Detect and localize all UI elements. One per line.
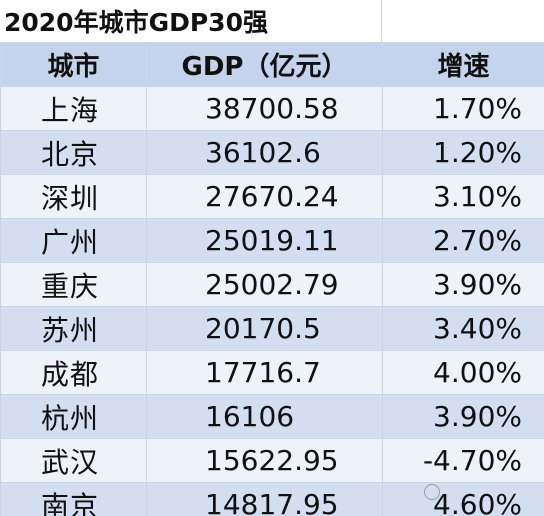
city-cell: 武汉 [0,438,147,483]
table-row: 深圳 27670.24 3.10% [0,174,544,219]
gdp-cell: 20170.5 [146,306,383,351]
header-gdp: GDP（亿元） [146,42,383,87]
gdp-cell: 15622.95 [146,438,383,483]
city-cell: 广州 [0,218,147,263]
city-cell: 重庆 [0,262,147,307]
growth-cell: 3.90% [382,262,544,307]
table-row: 杭州 16106 3.90% [0,394,544,439]
gdp-cell: 36102.6 [146,130,383,175]
table-row: 广州 25019.11 2.70% [0,218,544,263]
gdp-cell: 38700.58 [146,86,383,131]
table-row: 北京 36102.6 1.20% [0,130,544,175]
watermark-logo-icon [424,484,440,500]
title-divider [381,0,382,42]
title-row: 2020年城市GDP30强 [0,0,544,43]
table-title: 2020年城市GDP30强 [4,8,268,37]
gdp-cell: 16106 [146,394,383,439]
city-cell: 南京 [0,482,147,516]
growth-cell: 1.70% [382,86,544,131]
gdp-table: 城市 GDP（亿元） 增速 上海 38700.58 1.70% 北京 36102… [0,42,544,516]
header-city: 城市 [0,42,147,87]
watermark [424,484,443,500]
gdp-cell: 25019.11 [146,218,383,263]
table-row: 重庆 25002.79 3.90% [0,262,544,307]
city-cell: 成都 [0,350,147,395]
table-row: 成都 17716.7 4.00% [0,350,544,395]
city-cell: 杭州 [0,394,147,439]
table-row: 武汉 15622.95 -4.70% [0,438,544,483]
gdp-cell: 25002.79 [146,262,383,307]
header-growth: 增速 [382,42,544,87]
table-row: 上海 38700.58 1.70% [0,86,544,131]
city-cell: 深圳 [0,174,147,219]
city-cell: 苏州 [0,306,147,351]
city-cell: 上海 [0,86,147,131]
growth-cell: 3.40% [382,306,544,351]
table-row: 苏州 20170.5 3.40% [0,306,544,351]
growth-cell: 3.10% [382,174,544,219]
gdp-cell: 27670.24 [146,174,383,219]
growth-cell: 1.20% [382,130,544,175]
gdp-cell: 14817.95 [146,482,383,516]
header-row: 城市 GDP（亿元） 增速 [0,42,544,87]
growth-cell: 4.00% [382,350,544,395]
city-cell: 北京 [0,130,147,175]
growth-cell: 3.90% [382,394,544,439]
growth-cell: 2.70% [382,218,544,263]
gdp-cell: 17716.7 [146,350,383,395]
growth-cell: -4.70% [382,438,544,483]
growth-cell: 4.60% [382,482,544,516]
table-row: 南京 14817.95 4.60% [0,482,544,516]
